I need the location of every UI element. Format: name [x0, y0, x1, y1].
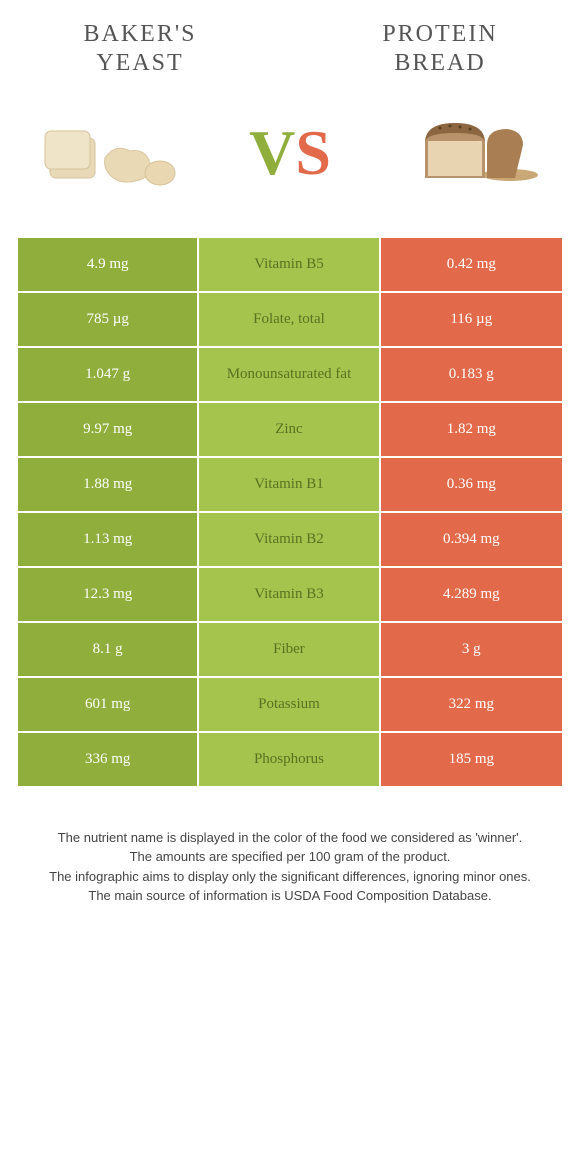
yeast-image	[30, 98, 190, 208]
vs-row: VS	[0, 88, 580, 238]
footer: The nutrient name is displayed in the co…	[0, 788, 580, 926]
right-value: 1.82 mg	[381, 403, 562, 456]
right-value: 0.183 g	[381, 348, 562, 401]
title-left: BAKER'S YEAST	[40, 20, 240, 78]
left-value: 12.3 mg	[18, 568, 199, 621]
left-value: 785 µg	[18, 293, 199, 346]
nutrient-name: Fiber	[199, 623, 380, 676]
left-value: 1.047 g	[18, 348, 199, 401]
table-row: 12.3 mgVitamin B34.289 mg	[18, 568, 562, 623]
bread-image	[390, 98, 550, 208]
nutrient-name: Folate, total	[199, 293, 380, 346]
right-value: 0.42 mg	[381, 238, 562, 291]
table-row: 4.9 mgVitamin B50.42 mg	[18, 238, 562, 293]
nutrient-name: Zinc	[199, 403, 380, 456]
table-row: 8.1 gFiber3 g	[18, 623, 562, 678]
right-value: 0.36 mg	[381, 458, 562, 511]
right-value: 3 g	[381, 623, 562, 676]
table-row: 1.047 gMonounsaturated fat0.183 g	[18, 348, 562, 403]
header: BAKER'S YEAST PROTEIN BREAD	[0, 0, 580, 88]
table-row: 785 µgFolate, total116 µg	[18, 293, 562, 348]
nutrient-name: Potassium	[199, 678, 380, 731]
table-row: 1.88 mgVitamin B10.36 mg	[18, 458, 562, 513]
footer-line-1: The nutrient name is displayed in the co…	[30, 828, 550, 848]
left-value: 4.9 mg	[18, 238, 199, 291]
vs-v: V	[249, 117, 295, 188]
left-value: 8.1 g	[18, 623, 199, 676]
vs-s: S	[295, 117, 331, 188]
title-right: PROTEIN BREAD	[340, 20, 540, 78]
table-row: 9.97 mgZinc1.82 mg	[18, 403, 562, 458]
nutrient-name: Vitamin B3	[199, 568, 380, 621]
right-value: 4.289 mg	[381, 568, 562, 621]
vs-label: VS	[249, 116, 331, 190]
table-row: 336 mgPhosphorus185 mg	[18, 733, 562, 788]
right-value: 0.394 mg	[381, 513, 562, 566]
left-value: 9.97 mg	[18, 403, 199, 456]
right-value: 322 mg	[381, 678, 562, 731]
right-value: 185 mg	[381, 733, 562, 786]
nutrient-table: 4.9 mgVitamin B50.42 mg785 µgFolate, tot…	[18, 238, 562, 788]
nutrient-name: Vitamin B2	[199, 513, 380, 566]
left-value: 601 mg	[18, 678, 199, 731]
left-value: 1.88 mg	[18, 458, 199, 511]
footer-line-4: The main source of information is USDA F…	[30, 886, 550, 906]
left-value: 1.13 mg	[18, 513, 199, 566]
right-value: 116 µg	[381, 293, 562, 346]
nutrient-name: Phosphorus	[199, 733, 380, 786]
table-row: 601 mgPotassium322 mg	[18, 678, 562, 733]
nutrient-name: Vitamin B5	[199, 238, 380, 291]
nutrient-name: Vitamin B1	[199, 458, 380, 511]
footer-line-3: The infographic aims to display only the…	[30, 867, 550, 887]
nutrient-name: Monounsaturated fat	[199, 348, 380, 401]
footer-line-2: The amounts are specified per 100 gram o…	[30, 847, 550, 867]
table-row: 1.13 mgVitamin B20.394 mg	[18, 513, 562, 568]
left-value: 336 mg	[18, 733, 199, 786]
